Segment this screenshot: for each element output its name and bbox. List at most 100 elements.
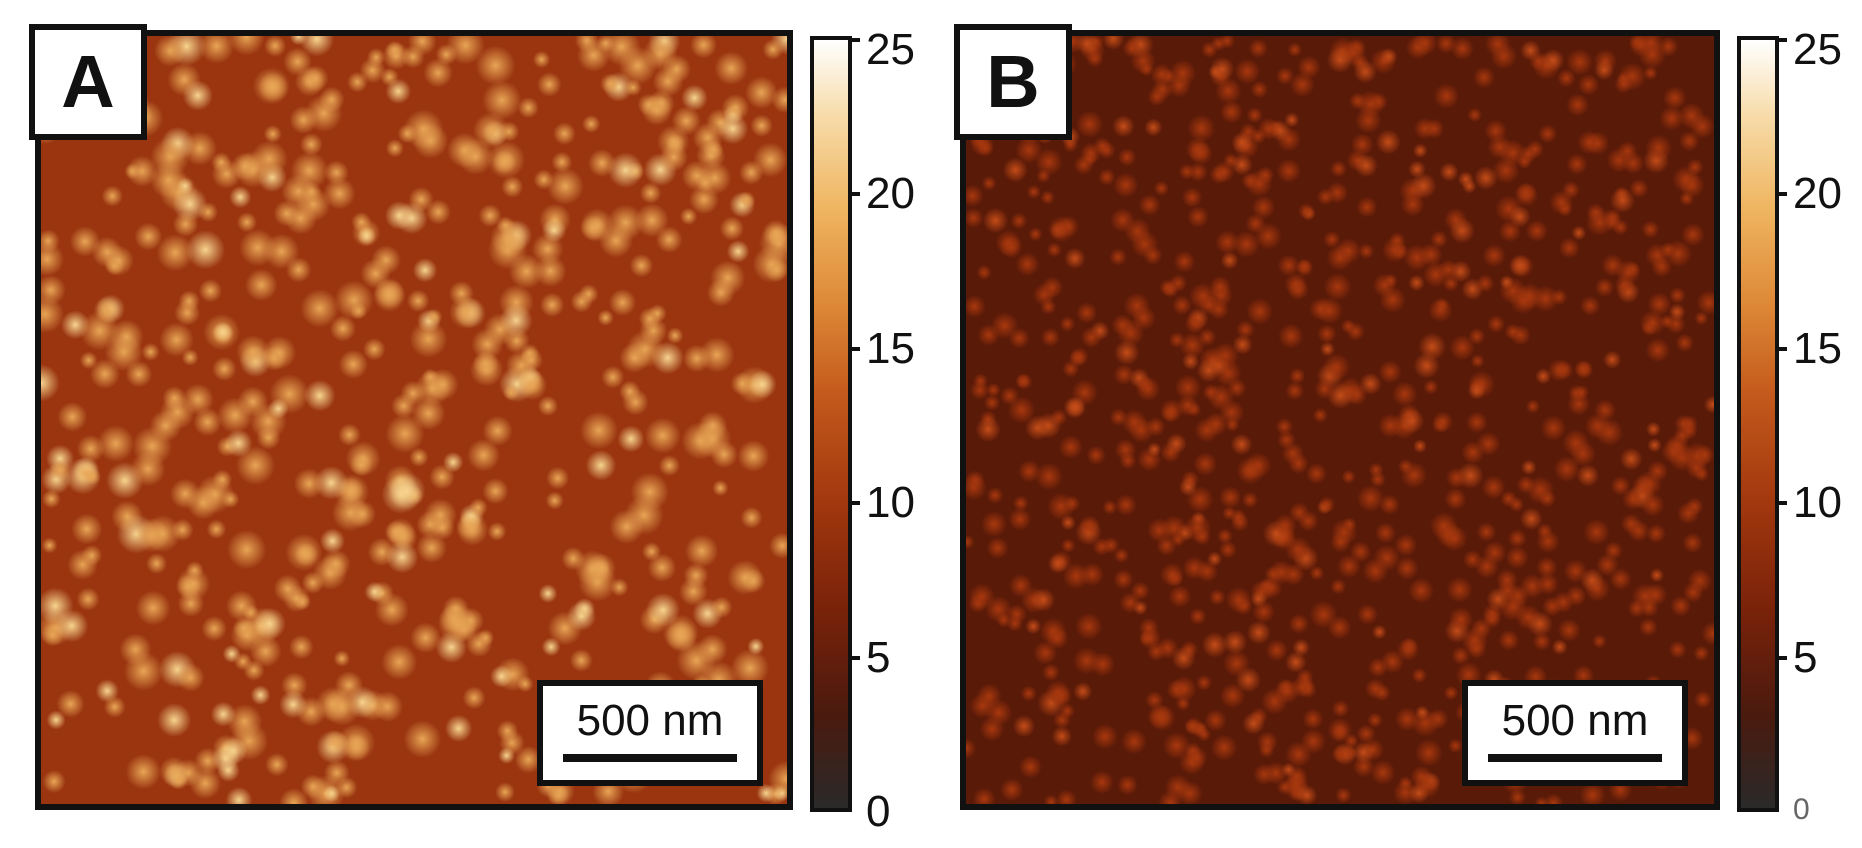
grain xyxy=(1035,148,1063,176)
grain xyxy=(1111,314,1134,336)
grain xyxy=(690,36,717,59)
grain xyxy=(1432,411,1454,433)
grain xyxy=(465,630,493,658)
grain xyxy=(1557,201,1573,217)
grain xyxy=(1143,245,1163,265)
grain xyxy=(1422,261,1449,288)
grain xyxy=(71,513,103,545)
grain xyxy=(1415,739,1443,767)
grain xyxy=(1622,152,1645,175)
afm-topography-b xyxy=(966,36,1714,804)
grain xyxy=(1701,621,1714,646)
grain xyxy=(1448,738,1463,754)
grain xyxy=(1640,493,1665,517)
grain xyxy=(79,351,98,370)
grain xyxy=(1557,618,1581,642)
grain xyxy=(101,185,123,207)
grain xyxy=(762,39,784,60)
grain xyxy=(1365,678,1386,699)
grain xyxy=(395,202,428,235)
colorbar-b-label-25: 25 xyxy=(1793,25,1842,74)
grain xyxy=(1035,462,1063,491)
grain xyxy=(1466,638,1487,659)
grain xyxy=(1356,196,1378,218)
grain xyxy=(1389,232,1406,249)
grain xyxy=(1662,86,1687,110)
grain xyxy=(391,393,417,419)
grain xyxy=(1443,685,1459,701)
grain xyxy=(239,229,277,267)
grain xyxy=(157,703,192,737)
grain xyxy=(382,42,411,70)
grain xyxy=(1172,295,1192,316)
grain xyxy=(1274,678,1300,704)
grain xyxy=(1476,274,1495,293)
grain xyxy=(1041,276,1063,299)
grain xyxy=(1110,207,1135,233)
grain xyxy=(1194,417,1220,443)
grain xyxy=(1516,153,1533,170)
grain xyxy=(1326,244,1353,271)
grain xyxy=(1525,219,1548,242)
grain xyxy=(1482,244,1506,268)
grain xyxy=(322,687,361,726)
grain xyxy=(1326,46,1353,73)
grain xyxy=(1603,350,1622,369)
grain xyxy=(81,544,103,566)
grain xyxy=(130,451,166,487)
grain xyxy=(1369,471,1386,488)
grain xyxy=(1322,353,1351,382)
grain xyxy=(1508,205,1531,228)
grain xyxy=(1562,429,1590,457)
grain xyxy=(350,302,367,320)
grain xyxy=(414,370,451,406)
grain xyxy=(185,561,204,580)
grain xyxy=(1059,703,1075,719)
grain xyxy=(478,204,502,228)
colorbar-b: 25 20 15 10 5 0 xyxy=(1737,28,1842,825)
grain xyxy=(186,486,220,520)
grain xyxy=(76,587,100,611)
grain xyxy=(1571,225,1587,241)
grain xyxy=(41,364,60,402)
colorbar-b-label-0: 0 xyxy=(1793,793,1810,826)
grain xyxy=(1046,242,1062,258)
colorbar-b-tick-25 xyxy=(1777,38,1787,42)
grain xyxy=(366,48,386,67)
grain xyxy=(1629,178,1649,199)
grain xyxy=(1526,140,1544,159)
grain xyxy=(517,97,539,119)
grain xyxy=(634,203,669,238)
grain xyxy=(1219,540,1237,559)
grain xyxy=(1323,230,1341,249)
grain xyxy=(1296,784,1318,804)
grain xyxy=(1285,381,1305,401)
grain xyxy=(1073,681,1093,701)
grain xyxy=(1184,312,1206,334)
grain xyxy=(423,58,453,88)
grain xyxy=(456,513,489,546)
grain xyxy=(1211,36,1226,51)
grain xyxy=(1166,679,1188,701)
grain xyxy=(1316,188,1335,206)
grain xyxy=(1113,569,1134,590)
grain xyxy=(1516,182,1536,203)
grain xyxy=(342,733,370,761)
grain xyxy=(294,66,325,97)
grain xyxy=(103,695,126,718)
grain xyxy=(1532,632,1551,651)
grain xyxy=(1400,192,1425,217)
grain xyxy=(1566,153,1588,175)
grain xyxy=(109,319,144,354)
grain xyxy=(1354,153,1378,178)
grain xyxy=(1378,413,1403,438)
grain xyxy=(747,369,777,399)
grain xyxy=(1508,254,1531,277)
grain xyxy=(178,290,200,312)
grain xyxy=(1191,722,1207,738)
grain xyxy=(1208,64,1223,80)
grain xyxy=(1451,646,1470,665)
grain xyxy=(235,445,276,485)
grain xyxy=(740,506,763,529)
grain xyxy=(1058,435,1083,460)
